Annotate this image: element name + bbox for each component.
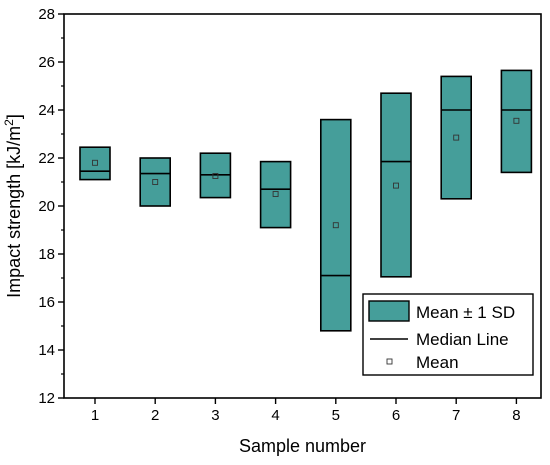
box-group-sample-7 bbox=[440, 75, 473, 200]
y-tick-label-28: 28 bbox=[38, 6, 55, 23]
y-tick-label-14: 14 bbox=[38, 342, 55, 359]
mean-marker-sample-8 bbox=[513, 117, 520, 124]
y-axis-title-superscript: 2 bbox=[2, 119, 16, 126]
x-tick-label-1: 1 bbox=[91, 407, 99, 424]
x-tick-label-3: 3 bbox=[211, 407, 219, 424]
y-tick-label-20: 20 bbox=[38, 198, 55, 215]
box-group-sample-8 bbox=[500, 69, 533, 174]
box-group-sample-1 bbox=[79, 146, 111, 181]
mean-marker-sample-3 bbox=[212, 173, 219, 179]
y-axis-title: Impact strength [kJ/m2] bbox=[2, 114, 24, 298]
box-sample-4 bbox=[259, 160, 292, 229]
x-tick-label-5: 5 bbox=[332, 407, 340, 424]
mean-marker-sample-5 bbox=[332, 222, 339, 229]
x-tick-label-4: 4 bbox=[271, 407, 279, 424]
box-sample-6 bbox=[380, 92, 412, 278]
mean-marker-sample-1 bbox=[92, 159, 98, 166]
legend-box-label: Mean ± 1 SD bbox=[416, 303, 515, 322]
mean-marker-sample-2 bbox=[152, 179, 159, 185]
legend-mean-label: Mean bbox=[416, 353, 459, 372]
legend-box-swatch bbox=[368, 300, 410, 322]
mean-marker-sample-7 bbox=[453, 134, 460, 141]
x-tick-label-6: 6 bbox=[392, 407, 400, 424]
box-group-sample-6 bbox=[380, 92, 412, 278]
legend-median-label: Median Line bbox=[416, 330, 509, 349]
y-tick-label-24: 24 bbox=[38, 102, 55, 119]
x-tick-label-7: 7 bbox=[452, 407, 460, 424]
legend-frame bbox=[362, 293, 534, 376]
mean-marker-sample-6 bbox=[393, 182, 399, 189]
x-tick-label-2: 2 bbox=[151, 407, 159, 424]
y-tick-label-22: 22 bbox=[38, 150, 55, 167]
box-sample-5 bbox=[319, 118, 352, 332]
y-tick-label-12: 12 bbox=[38, 390, 55, 407]
box-group-sample-3 bbox=[199, 152, 232, 199]
legend: Mean ± 1 SD Median Line Mean bbox=[362, 293, 534, 376]
box-sample-8 bbox=[500, 69, 533, 174]
y-tick-label-16: 16 bbox=[38, 294, 55, 311]
mean-marker-sample-4 bbox=[272, 191, 279, 197]
y-tick-label-18: 18 bbox=[38, 246, 55, 263]
box-sample-2 bbox=[139, 157, 171, 207]
box-sample-1 bbox=[79, 146, 111, 181]
y-axis-title-end: ] bbox=[4, 114, 24, 119]
box-sample-7 bbox=[440, 75, 473, 200]
y-tick-label-26: 26 bbox=[38, 54, 55, 71]
box-group-sample-4 bbox=[259, 160, 292, 229]
boxes-layer bbox=[79, 69, 533, 332]
legend-mean-swatch bbox=[386, 358, 393, 365]
box-group-sample-5 bbox=[319, 118, 352, 332]
x-axis-title: Sample number bbox=[239, 436, 366, 456]
box-group-sample-2 bbox=[139, 157, 171, 207]
y-axis-title-main: Impact strength [kJ/m bbox=[4, 126, 24, 298]
x-tick-label-8: 8 bbox=[512, 407, 520, 424]
